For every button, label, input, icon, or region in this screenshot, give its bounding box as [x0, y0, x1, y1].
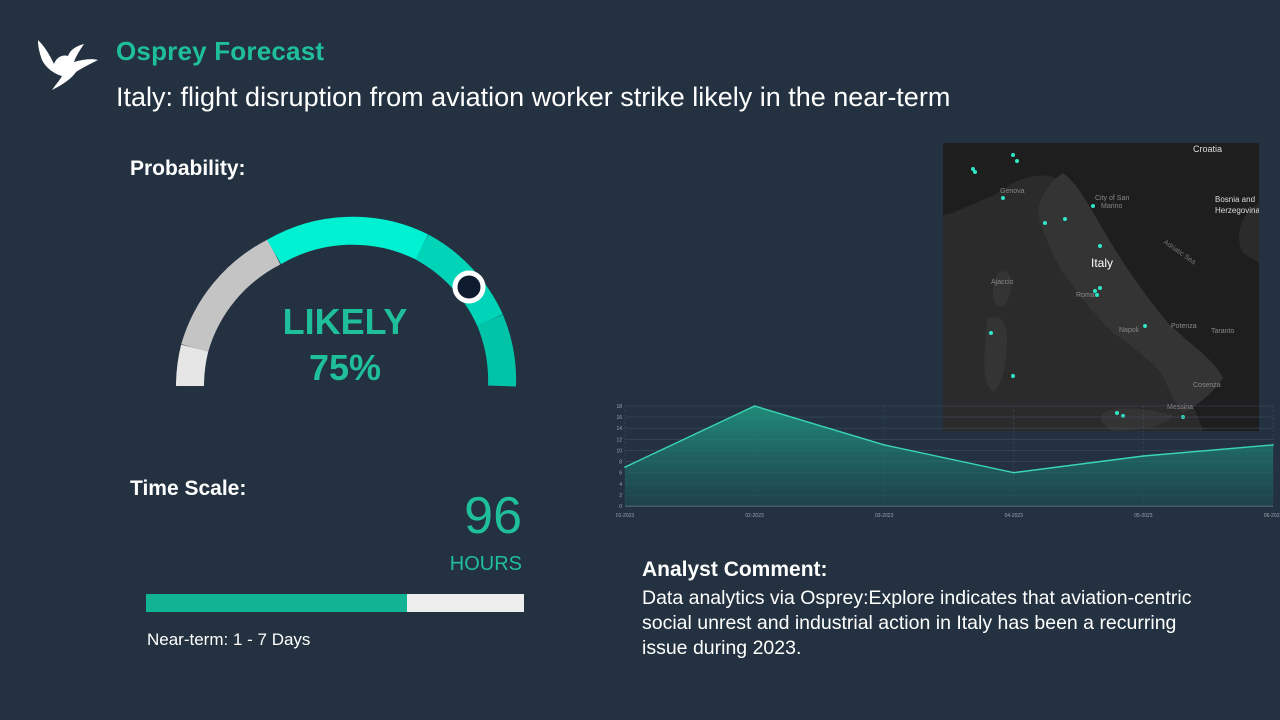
italy-map: Croatia Bosnia and Herzegovina Italy Adr…: [943, 143, 1259, 431]
chart-ytick-label: 12: [616, 437, 622, 443]
chart-xtick-label: 01-2023: [616, 513, 635, 519]
time-scale-label: Time Scale:: [130, 477, 247, 500]
time-scale-value: 96: [464, 487, 522, 545]
map-label-potenza: Potenza: [1171, 323, 1197, 330]
chart-ytick-label: 0: [619, 504, 622, 510]
map-label-roma: Roma: [1076, 292, 1095, 299]
chart-xtick-label: 06-2023: [1264, 513, 1280, 519]
chart-ytick-label: 4: [619, 482, 622, 488]
map-label-san-marino: City of San: [1095, 195, 1129, 202]
chart-xtick-label: 04-2023: [1005, 513, 1024, 519]
map-label-herzegovina: Herzegovina: [1215, 206, 1259, 215]
map-label-napoli: Napoli: [1119, 327, 1139, 334]
chart-ytick-label: 18: [616, 404, 622, 410]
chart-data-point: [753, 405, 756, 407]
map-label-croatia: Croatia: [1193, 144, 1222, 154]
chart-ytick-label: 2: [619, 493, 622, 499]
gauge-segment-1: [176, 344, 209, 387]
map-label-messina: Messina: [1167, 404, 1193, 411]
chart-data-point: [1142, 455, 1145, 457]
osprey-logo-icon: [36, 38, 100, 94]
map-label-marino: Marino: [1101, 203, 1123, 210]
analyst-comment-label: Analyst Comment:: [642, 558, 828, 581]
chart-xtick-label: 05-2023: [1134, 513, 1153, 519]
chart-data-point: [1272, 444, 1274, 446]
probability-label: Probability:: [130, 157, 246, 180]
strike-trend-chart: 0 2 4 6 8 10 12 14 16 18 01-2023 02-2023 03-2023 04-2…: [616, 404, 1280, 519]
chart-xtick-label: 02-2023: [745, 513, 764, 519]
chart-series-line: [624, 405, 1274, 474]
map-label-bosnia: Bosnia and: [1215, 195, 1255, 204]
analyst-comment-text: Data analytics via Osprey:Explore indica…: [642, 587, 1192, 659]
probability-level: LIKELY: [283, 301, 408, 342]
map-label-taranto: Taranto: [1211, 328, 1234, 335]
gauge-segment-3: [266, 216, 429, 265]
time-scale-unit: HOURS: [449, 553, 522, 575]
probability-percent: 75%: [309, 347, 381, 388]
map-label-cosenza: Cosenza: [1193, 382, 1221, 389]
chart-ytick-label: 6: [619, 471, 622, 477]
chart-xtick-label: 03-2023: [875, 513, 894, 519]
gauge-segment-2: [181, 239, 281, 353]
chart-data-point: [1013, 471, 1015, 474]
page-headline: Italy: flight disruption from aviation w…: [116, 82, 951, 112]
chart-ytick-label: 16: [616, 415, 622, 421]
chart-data-point: [883, 444, 885, 446]
probability-gauge: LIKELY 75%: [176, 216, 517, 388]
chart-ytick-label: 14: [616, 426, 622, 432]
brand-title: Osprey Forecast: [116, 36, 325, 66]
chart-ytick-label: 8: [619, 460, 622, 466]
time-scale-range: Near-term: 1 - 7 Days: [147, 630, 311, 649]
map-label-ajaccio: Ajaccio: [991, 279, 1014, 286]
chart-data-point: [624, 466, 626, 468]
time-scale-bar-fill: [146, 594, 407, 612]
gauge-segment-5: [476, 314, 517, 387]
chart-ytick-label: 10: [616, 448, 622, 454]
chart-area-fill: [625, 406, 1273, 506]
map-label-genova: Genova: [1000, 188, 1025, 195]
map-label-italy: Italy: [1091, 256, 1113, 270]
time-scale-bar: [146, 594, 524, 612]
gauge-needle-marker: [452, 270, 486, 304]
